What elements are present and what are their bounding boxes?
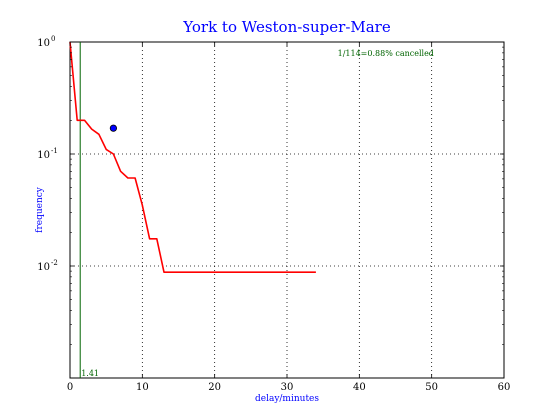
x-tick-label: 50 bbox=[425, 382, 438, 393]
x-tick-label: 30 bbox=[281, 382, 294, 393]
x-axis-label: delay/minutes bbox=[255, 394, 319, 404]
y-tick-exponent: -2 bbox=[51, 259, 58, 267]
x-tick-label: 0 bbox=[67, 382, 73, 393]
chart-title: York to Weston-super-Mare bbox=[182, 18, 391, 36]
y-tick-label: 10 bbox=[37, 38, 50, 49]
y-axis-label: frequency bbox=[35, 186, 45, 233]
y-tick-exponent: 0 bbox=[51, 35, 55, 43]
y-tick-label: 10 bbox=[37, 262, 50, 273]
x-tick-label: 40 bbox=[353, 382, 366, 393]
series-line bbox=[69, 41, 316, 274]
series-group bbox=[69, 41, 316, 274]
x-tick-label: 10 bbox=[136, 382, 149, 393]
vline-group: 1.41 bbox=[79, 42, 99, 378]
y-tick-exponent: -1 bbox=[51, 147, 58, 155]
grid bbox=[70, 42, 504, 378]
x-tick-label: 60 bbox=[498, 382, 511, 393]
cancelled-annotation: 1/114=0.88% cancelled bbox=[338, 49, 434, 58]
x-axis-ticks: 0 10 20 30 40 50 60 bbox=[67, 42, 511, 393]
y-tick-label: 10 bbox=[37, 150, 50, 161]
x-tick-label: 20 bbox=[208, 382, 221, 393]
mean-vline-label: 1.41 bbox=[81, 369, 99, 378]
data-point-marker bbox=[109, 124, 118, 132]
